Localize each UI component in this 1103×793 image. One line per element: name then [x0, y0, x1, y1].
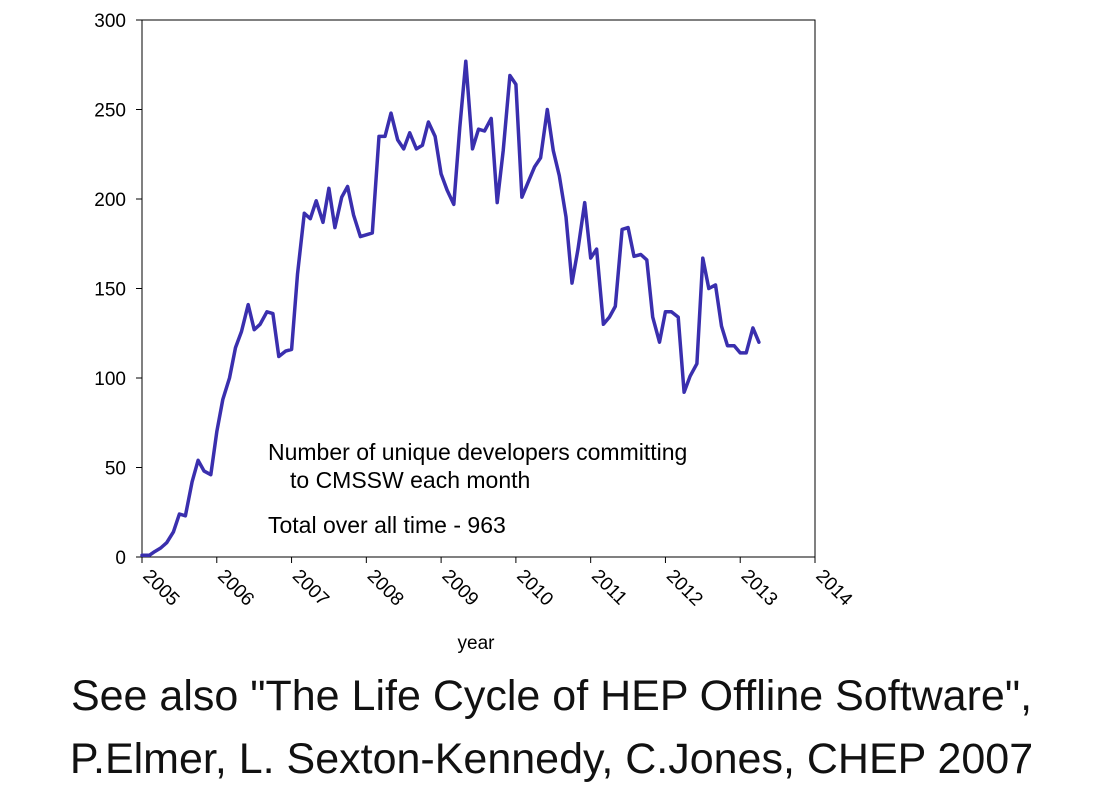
x-tick-label: 2011 [587, 566, 631, 610]
y-tick-label: 300 [94, 11, 126, 32]
annotation-line-1: Number of unique developers committing [268, 439, 687, 465]
x-axis-ticks: 2005 2006 2007 2008 2009 2010 2011 2012 2013 2014 [138, 557, 857, 611]
annotation-total: Total over all time - 963 [268, 512, 506, 538]
y-tick-label: 200 [94, 190, 126, 211]
y-tick-label: 0 [115, 548, 126, 569]
y-axis-ticks: 0 50 100 150 200 250 300 [94, 11, 142, 569]
caption-line-1: See also "The Life Cycle of HEP Offline … [70, 672, 1033, 720]
y-tick-label: 250 [94, 101, 126, 122]
annotation-line-2: to CMSSW each month [290, 467, 530, 493]
caption-line-2: P.Elmer, L. Sexton-Kennedy, C.Jones, CHE… [69, 735, 1034, 783]
series-line [140, 59, 761, 557]
x-tick-label: 2008 [363, 566, 408, 611]
x-tick-label: 2014 [811, 566, 856, 611]
x-tick-label: 2009 [438, 566, 483, 611]
y-tick-label: 50 [105, 459, 126, 480]
x-tick-label: 2005 [138, 566, 183, 611]
x-tick-label: 2006 [213, 566, 258, 611]
series-group [140, 59, 761, 557]
x-axis-title: year [458, 633, 496, 654]
y-tick-label: 100 [94, 369, 126, 390]
x-tick-label: 2013 [737, 566, 782, 611]
x-tick-label: 2007 [288, 566, 333, 611]
x-tick-label: 2010 [512, 566, 557, 611]
y-tick-label: 150 [94, 280, 126, 301]
x-tick-label: 2012 [662, 566, 707, 611]
